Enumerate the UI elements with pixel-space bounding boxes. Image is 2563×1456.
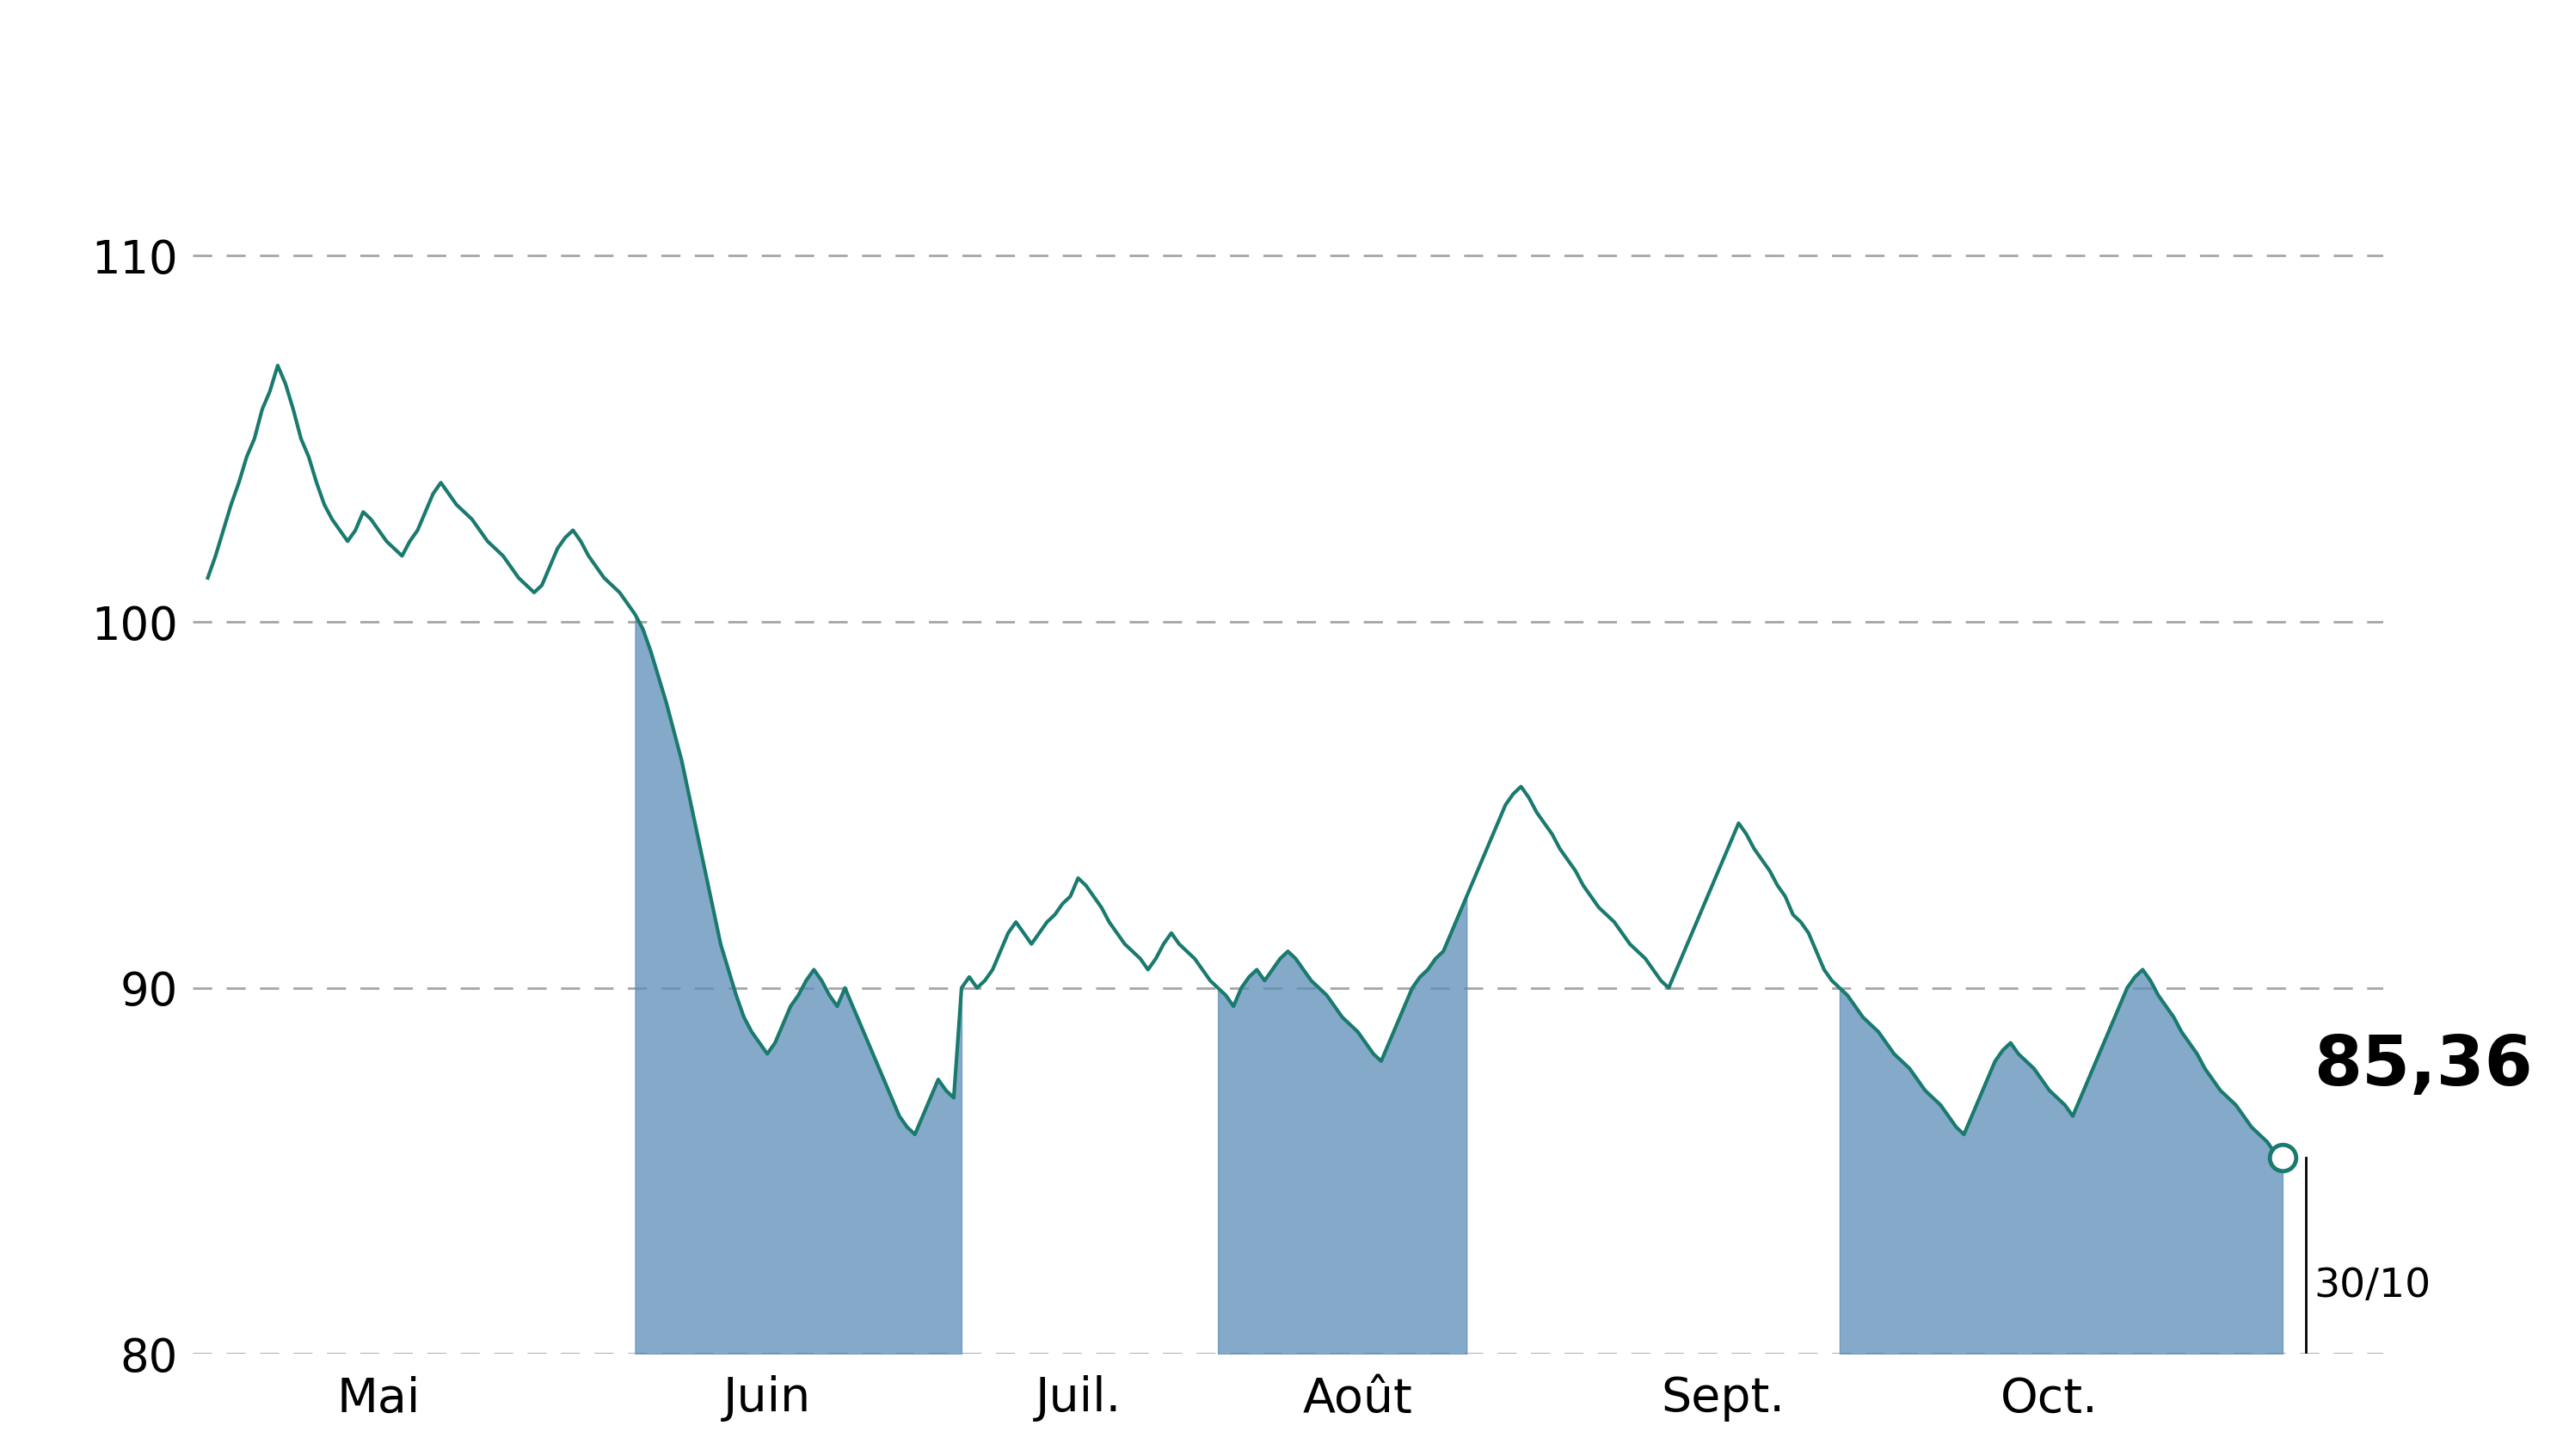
Text: EIFFAGE: EIFFAGE bbox=[1061, 1, 1502, 93]
Text: 85,36: 85,36 bbox=[2314, 1032, 2532, 1099]
Text: 30/10: 30/10 bbox=[2314, 1267, 2430, 1306]
